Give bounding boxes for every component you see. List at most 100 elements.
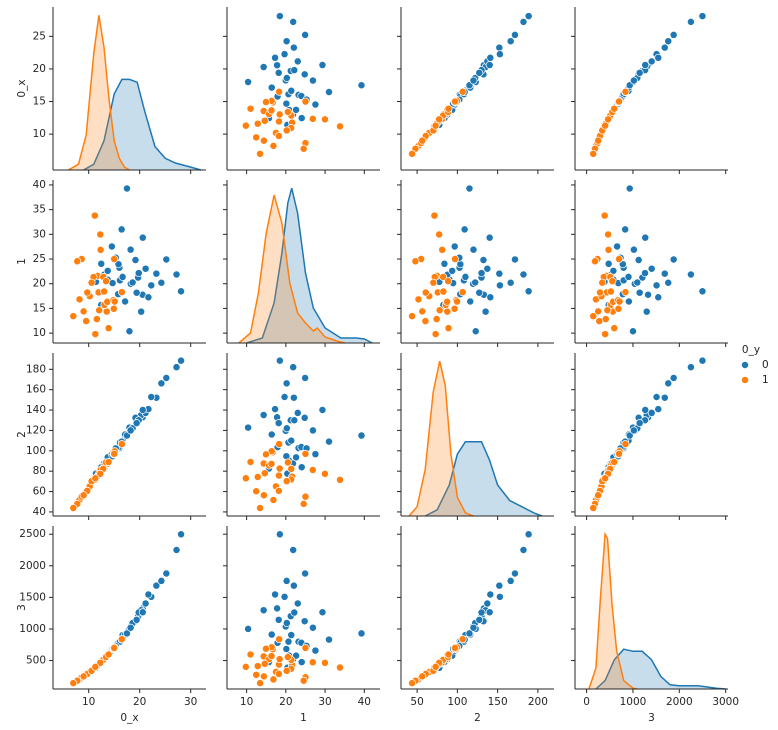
scatter-point	[604, 259, 613, 268]
scatter-point	[275, 12, 284, 21]
y-tick-label: 15	[33, 96, 46, 108]
scatter-point	[408, 149, 417, 158]
scatter-point	[289, 546, 298, 554]
x-tick-label: 30	[318, 696, 331, 708]
scatter-point	[117, 635, 126, 644]
scatter-point	[357, 629, 366, 638]
scatter-point	[510, 255, 519, 264]
scatter-point	[621, 288, 630, 297]
panel: 50 100 150 200	[397, 526, 554, 708]
scatter-point	[698, 12, 707, 21]
scatter-point	[271, 405, 280, 414]
scatter-point	[450, 304, 459, 313]
scatter-point	[134, 269, 143, 278]
scatter-point	[300, 70, 309, 79]
panel: 10 20 30 500 1000 1500 2000 2500	[19, 526, 206, 708]
scatter-point	[126, 623, 135, 632]
y-tick-label: 15	[33, 302, 46, 314]
kde-curve	[588, 531, 638, 690]
scatter-point	[275, 464, 284, 473]
scatter-point	[128, 278, 137, 287]
kde-curve	[67, 15, 130, 171]
scatter-point	[669, 255, 678, 264]
scatter-point	[635, 419, 644, 428]
scatter-point	[138, 233, 147, 242]
scatter-point	[485, 233, 494, 242]
scatter-point	[172, 363, 181, 372]
y-tick-label: 100	[26, 445, 46, 457]
scatter-point	[290, 608, 299, 617]
scatter-point	[475, 288, 484, 297]
scatter-point	[601, 474, 610, 483]
scatter-point	[461, 272, 470, 281]
scatter-point	[69, 312, 78, 321]
scatter-point	[274, 68, 283, 77]
kde-curve	[83, 78, 202, 171]
panel	[223, 180, 380, 347]
scatter-point	[595, 317, 604, 326]
scatter-point	[432, 315, 441, 324]
scatter-point	[282, 99, 291, 108]
scatter-point	[435, 115, 444, 124]
scatter-point	[635, 288, 644, 297]
scatter-point	[117, 440, 126, 449]
scatter-point	[252, 670, 261, 679]
scatter-point	[465, 184, 474, 193]
scatter-point	[495, 592, 504, 601]
scatter-point	[96, 469, 105, 478]
scatter-point	[624, 297, 633, 306]
panel	[397, 353, 554, 520]
scatter-point	[138, 405, 147, 414]
scatter-point	[450, 242, 459, 251]
scatter-point	[259, 63, 268, 71]
scatter-point	[97, 259, 106, 268]
y-tick-label: 2000	[19, 560, 46, 572]
scatter-point	[157, 278, 166, 287]
scatter-point	[121, 297, 130, 306]
scatter-point	[102, 307, 111, 316]
scatter-point	[443, 307, 452, 316]
y-tick-label: 10	[33, 128, 46, 140]
y-tick-label: 2500	[19, 528, 46, 540]
scatter-point	[311, 646, 320, 655]
scatter-point	[290, 416, 299, 425]
scatter-point	[103, 266, 112, 275]
scatter-point	[325, 437, 333, 446]
x-tick-label: 200	[528, 696, 548, 708]
scatter-point	[75, 295, 84, 304]
panel: 10 15 20 25 30 35 40	[33, 179, 206, 347]
y-tick-label: 20	[33, 278, 46, 290]
scatter-point	[660, 393, 669, 402]
scatter-point	[465, 629, 474, 638]
scatter-point	[83, 288, 92, 297]
scatter-point	[293, 599, 302, 608]
scatter-point	[610, 324, 619, 333]
scatter-point	[253, 119, 262, 128]
y-tick-label: 180	[26, 363, 46, 375]
scatter-point	[451, 97, 459, 106]
x-axis-label: 3	[648, 712, 655, 724]
y-tick-label: 160	[26, 384, 46, 396]
scatter-point	[336, 663, 344, 672]
scatter-point	[506, 576, 515, 585]
scatter-point	[260, 116, 269, 125]
y-tick-label: 40	[33, 506, 46, 518]
scatter-point	[132, 615, 141, 624]
scatter-point	[274, 669, 283, 678]
x-axis-label: 2	[474, 712, 481, 724]
scatter-point	[664, 379, 673, 388]
scatter-point	[73, 257, 82, 266]
legend-label: 0	[762, 359, 769, 371]
scatter-point	[282, 379, 291, 388]
scatter-point	[280, 50, 289, 59]
x-tick-label: 30	[184, 696, 197, 708]
scatter-point	[301, 569, 310, 578]
y-tick-label: 1000	[19, 623, 46, 635]
x-tick-label: 3000	[712, 696, 739, 708]
scatter-point	[598, 278, 607, 287]
scatter-point	[629, 245, 638, 254]
scatter-point	[652, 393, 661, 401]
scatter-point	[524, 287, 533, 296]
scatter-point	[614, 304, 623, 313]
scatter-point	[336, 122, 344, 131]
